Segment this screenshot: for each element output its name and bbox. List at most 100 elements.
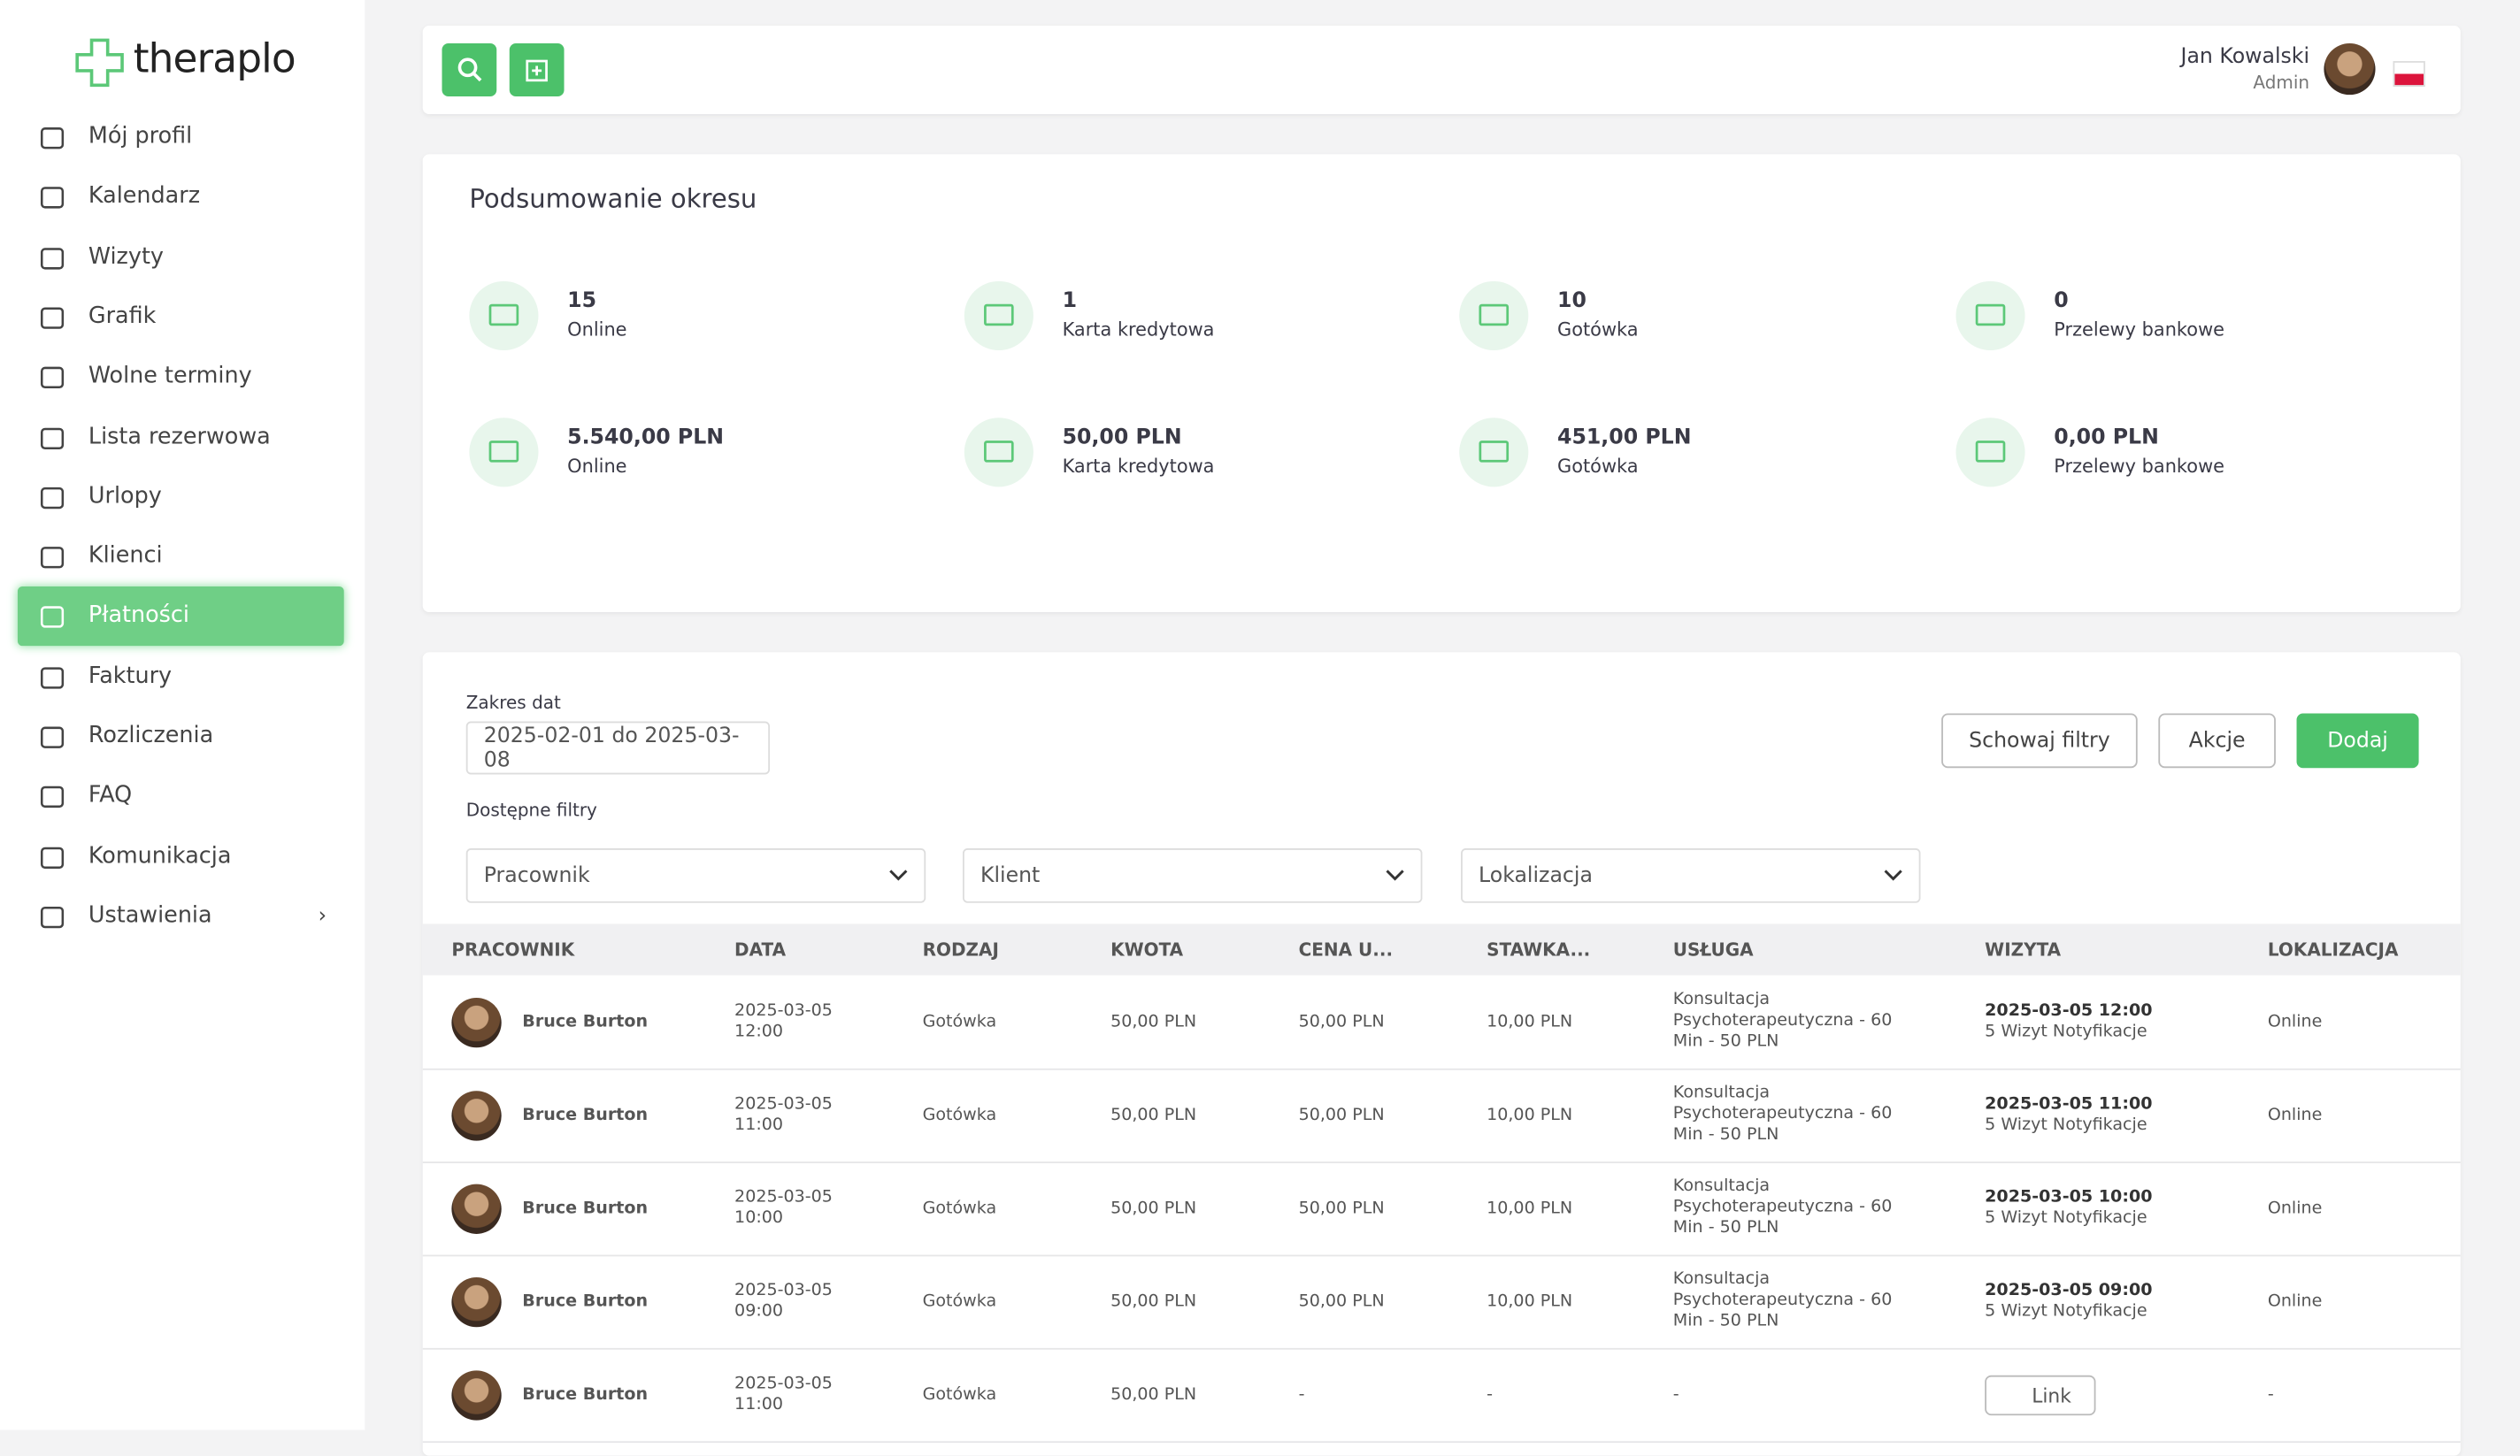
summary-value: 50,00 PLN [1063, 425, 1182, 449]
nav-item[interactable]: FAQ [88, 783, 132, 808]
chevron [1386, 863, 1405, 887]
service-cell: Konsultacja Psychoterapeutyczna - 60 Min… [1673, 1176, 1914, 1239]
table-cell: 50,00 PLN [1110, 1106, 1196, 1127]
filter-button[interactable]: Schowaj filtry [1941, 713, 2138, 768]
visit-note[interactable]: 5 Wizyt Notyfikacje [1985, 1301, 2147, 1322]
table-cell: 10,00 PLN [1487, 1012, 1572, 1033]
table-cell: Gotówka [923, 1199, 997, 1220]
filter-button[interactable]: Dodaj [2297, 713, 2419, 768]
summary-icon [469, 418, 538, 487]
nav-item[interactable]: Komunikacja [88, 843, 232, 869]
summary-label: Gotówka [1557, 455, 1639, 477]
summary-icon [1955, 418, 2024, 487]
filter-select[interactable]: Lokalizacja [1461, 848, 1920, 903]
summary-value: 0,00 PLN [2054, 425, 2159, 449]
filter-select[interactable]: Klient [963, 848, 1422, 903]
location-cell: Online [2268, 1291, 2323, 1313]
table-cell: - [1487, 1385, 1493, 1406]
summary-label: Karta kredytowa [1063, 318, 1215, 341]
nav-item[interactable]: Urlopy [88, 483, 162, 509]
nav-item[interactable]: Wolne terminy [88, 364, 252, 389]
summary-value: 1 [1063, 289, 1077, 313]
sidebar [0, 0, 365, 1430]
summary-label: Gotówka [1557, 318, 1639, 341]
nav-icon [39, 783, 66, 810]
table-cell: 50,00 PLN [1110, 1012, 1196, 1033]
filter-button[interactable]: Akcje [2158, 713, 2276, 768]
language-flag[interactable] [2393, 61, 2425, 87]
table-cell: 50,00 PLN [1110, 1385, 1196, 1406]
summary-label: Karta kredytowa [1063, 455, 1215, 477]
visit-note[interactable]: 5 Wizyt Notyfikacje [1985, 1208, 2147, 1230]
visit-note[interactable]: 5 Wizyt Notyfikacje [1985, 1115, 2147, 1137]
select-label: Lokalizacja [1479, 863, 1593, 887]
summary-icon [964, 281, 1033, 350]
summary-icon [1459, 418, 1528, 487]
nav-item[interactable]: Ustawienia [88, 903, 212, 929]
nav-item[interactable]: Klienci [88, 543, 163, 569]
table-cell: 50,00 PLN [1110, 1199, 1196, 1220]
user-name: Jan Kowalski [2180, 45, 2309, 69]
visit-note[interactable]: 5 Wizyt Notyfikacje [1985, 1022, 2147, 1043]
table-cell: 10,00 PLN [1487, 1199, 1572, 1220]
date-cell: 2025-03-05 11:00 [734, 1374, 847, 1415]
column-header: WIZYTA [1985, 940, 2061, 962]
employee-avatar [451, 1370, 501, 1420]
summary-label: Online [567, 455, 626, 477]
user-role: Admin [2253, 73, 2309, 94]
filter-select[interactable]: Pracownik [466, 848, 926, 903]
nav-item[interactable]: Rozliczenia [88, 723, 213, 748]
nav-item[interactable]: Grafik [88, 303, 156, 329]
date-cell: 2025-03-05 09:00 [734, 1281, 847, 1322]
employee-avatar [451, 1091, 501, 1140]
summary-value: 15 [567, 289, 596, 313]
select-label: Klient [980, 863, 1040, 887]
date-cell: 2025-03-05 10:00 [734, 1187, 847, 1229]
nav-item[interactable]: Wizyty [88, 243, 164, 269]
nav-item[interactable]: Mój profil [88, 124, 192, 149]
nav-item[interactable]: Kalendarz [88, 184, 200, 210]
column-header: KWOTA [1110, 940, 1183, 962]
table-cell: Gotówka [923, 1291, 997, 1313]
summary-value: 10 [1557, 289, 1587, 313]
table-cell: Gotówka [923, 1385, 997, 1406]
visit-time: 2025-03-05 10:00 [1985, 1187, 2152, 1208]
column-header: DATA [734, 940, 786, 962]
nav-icon [39, 603, 66, 631]
add-visit-button[interactable] [510, 43, 565, 96]
employee-name: Bruce Burton [522, 1385, 648, 1406]
nav-icon [39, 184, 66, 211]
nav-icon [39, 543, 66, 571]
chevron [1884, 863, 1903, 887]
table-cell: 50,00 PLN [1299, 1199, 1385, 1220]
table-cell: Gotówka [923, 1106, 997, 1127]
summary-icon [1955, 281, 2024, 350]
nav-icon [39, 483, 66, 510]
date-input[interactable]: 2025-02-01 do 2025-03-08 [466, 722, 770, 775]
nav-icon [39, 303, 66, 331]
summary-label: Online [567, 318, 626, 341]
table-cell: 50,00 PLN [1299, 1291, 1385, 1313]
date-cell: 2025-03-05 12:00 [734, 1001, 847, 1043]
nav-item[interactable]: Lista rezerwowa [88, 424, 271, 449]
select-label: Pracownik [484, 863, 590, 887]
date-value: 2025-02-01 do 2025-03-08 [484, 724, 752, 771]
summary-value: 451,00 PLN [1557, 425, 1691, 449]
chevron [888, 863, 908, 887]
nav-item[interactable]: Faktury [88, 663, 172, 689]
nav-item[interactable]: Płatności [88, 603, 189, 629]
summary-label: Przelewy bankowe [2054, 318, 2224, 341]
table-cell: 50,00 PLN [1299, 1106, 1385, 1127]
user-avatar[interactable] [2324, 43, 2375, 95]
employee-name: Bruce Burton [522, 1291, 648, 1313]
visit-time: 2025-03-05 09:00 [1985, 1281, 2152, 1302]
employee-name: Bruce Burton [522, 1199, 648, 1220]
nav-icon [39, 243, 66, 271]
search-button[interactable] [442, 43, 496, 96]
row-divider [423, 1255, 2461, 1257]
link-button[interactable]: Link [1985, 1376, 2095, 1415]
nav-chevron: › [319, 904, 327, 928]
nav-icon [39, 903, 66, 931]
